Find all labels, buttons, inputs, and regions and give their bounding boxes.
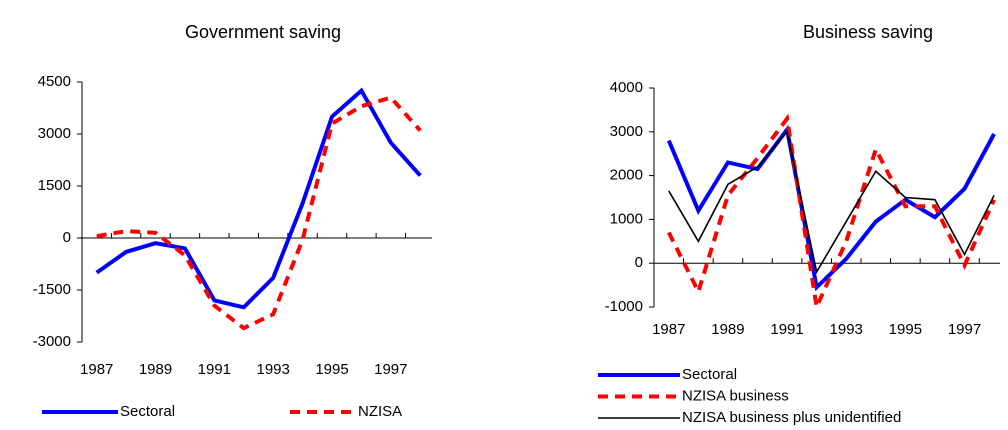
series-line [95, 87, 422, 310]
y-tick-label: 4000 [610, 79, 643, 96]
y-tick-label: -1000 [605, 298, 643, 315]
y-tick-label: 2000 [610, 167, 643, 184]
series-line [666, 113, 996, 314]
y-tick-label: 0 [635, 254, 643, 271]
series-line [668, 130, 995, 275]
x-tick-label: 1991 [198, 361, 231, 378]
x-tick-label: 1997 [948, 321, 981, 338]
y-tick-label: 4500 [38, 73, 71, 90]
x-tick-label: 1997 [374, 361, 407, 378]
y-tick-label: 1000 [610, 210, 643, 227]
x-tick-label: 1993 [830, 321, 863, 338]
legend-label: NZISA business plus unidentified [682, 409, 901, 426]
chart-title: Business saving [803, 22, 933, 42]
x-tick-label: 1995 [315, 361, 348, 378]
y-tick-label: -1500 [33, 281, 71, 298]
legend-label: NZISA business [682, 387, 789, 404]
x-tick-label: 1987 [80, 361, 113, 378]
x-tick-label: 1993 [256, 361, 289, 378]
y-tick-label: 3000 [38, 125, 71, 142]
y-tick-label: -3000 [33, 333, 71, 350]
legend-label: Sectoral [120, 403, 175, 420]
y-tick-label: 0 [63, 229, 71, 246]
x-tick-label: 1989 [711, 321, 744, 338]
x-tick-label: 1987 [652, 321, 685, 338]
chart-title: Government saving [185, 22, 341, 42]
x-tick-label: 1989 [139, 361, 172, 378]
series-line [96, 95, 422, 331]
legend-label: NZISA [358, 403, 402, 420]
legend-label: Sectoral [682, 366, 737, 383]
x-tick-label: 1991 [770, 321, 803, 338]
x-tick-label: 1995 [889, 321, 922, 338]
series-line [666, 124, 996, 292]
y-tick-label: 1500 [38, 177, 71, 194]
y-tick-label: 3000 [610, 123, 643, 140]
